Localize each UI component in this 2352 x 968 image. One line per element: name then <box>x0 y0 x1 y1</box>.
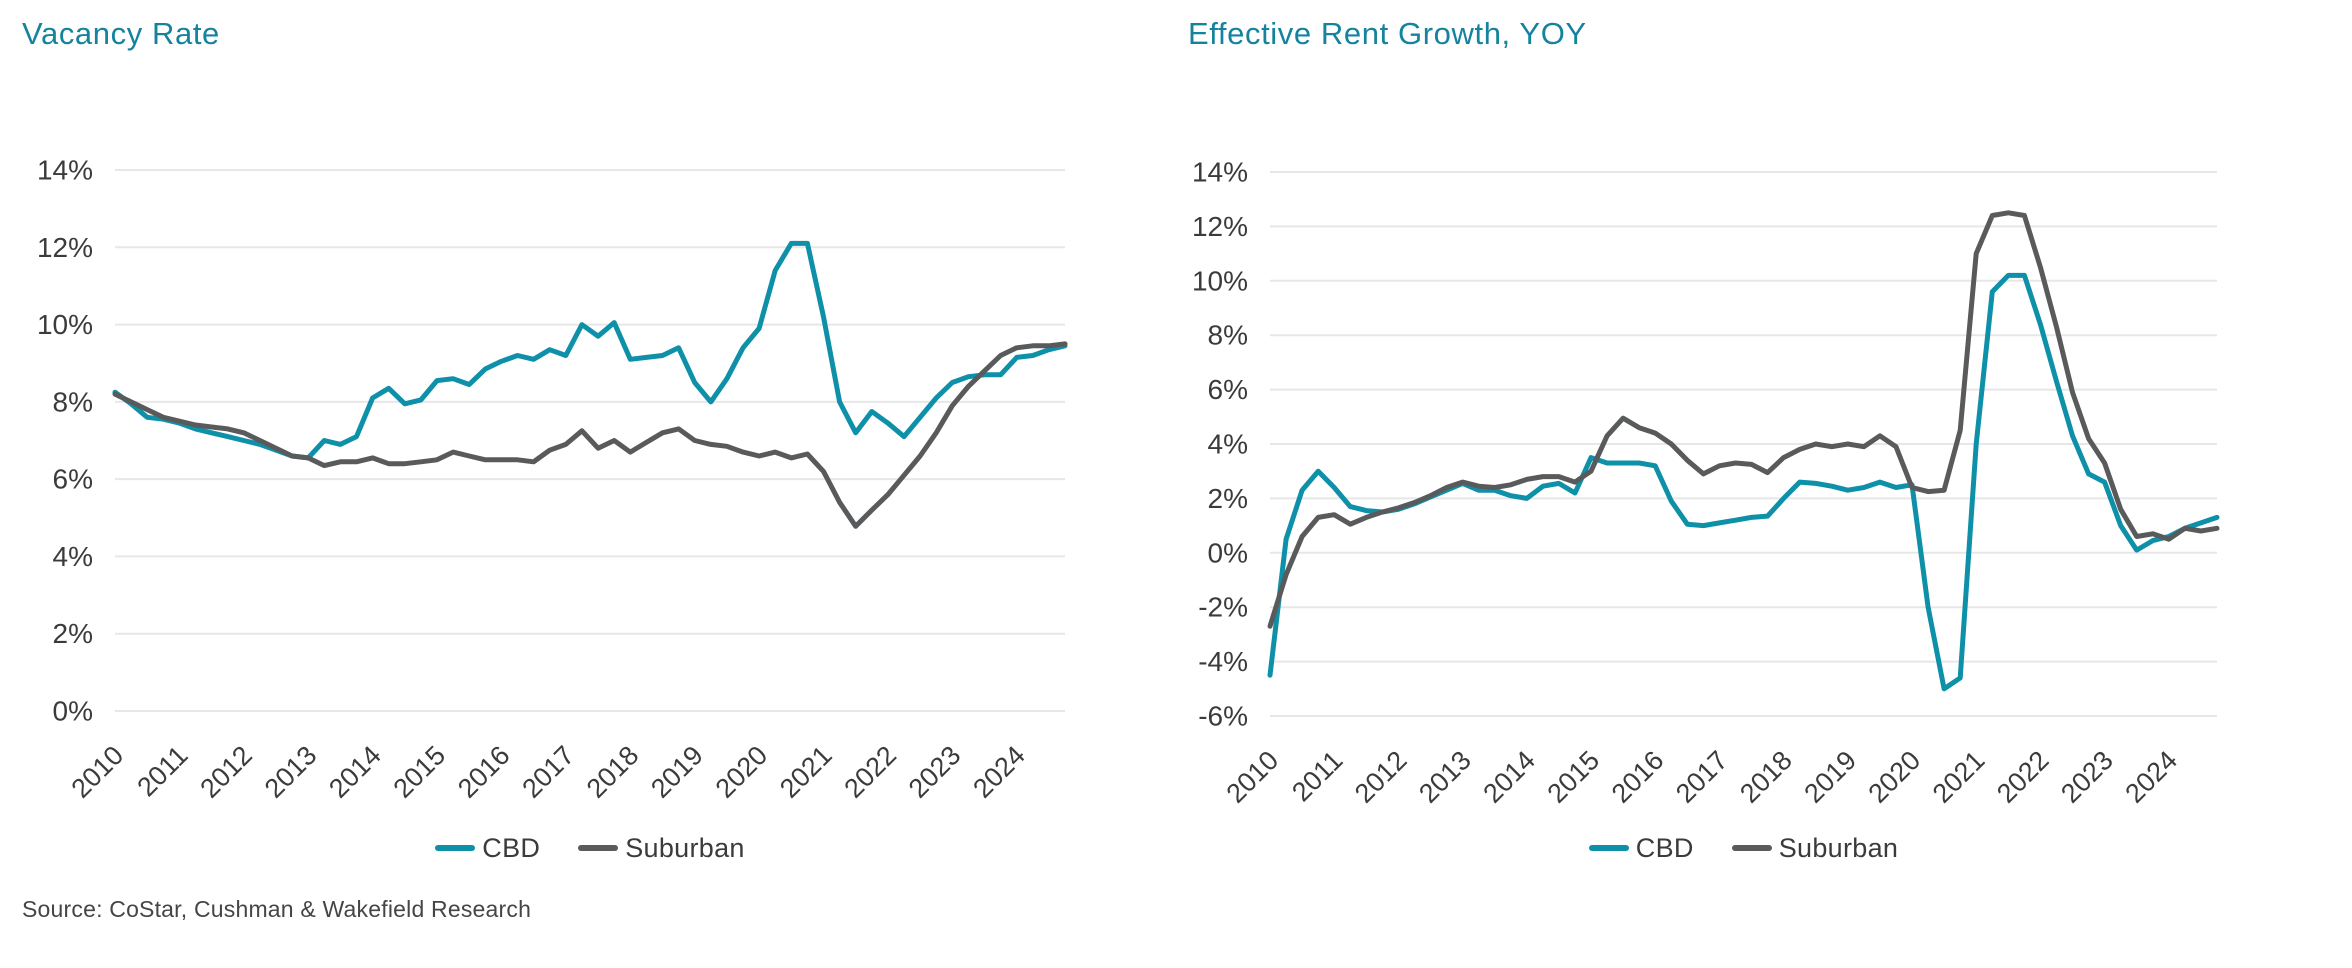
x-tick-label: 2013 <box>259 740 323 804</box>
x-tick-label: 2019 <box>1798 745 1862 809</box>
x-tick-label: 2012 <box>194 740 258 804</box>
y-tick-label: 2% <box>1208 483 1248 514</box>
y-tick-label: 12% <box>37 232 93 263</box>
y-tick-label: 4% <box>1208 429 1248 460</box>
y-tick-label: 6% <box>53 464 93 495</box>
y-tick-label: 2% <box>53 618 93 649</box>
rent-growth-chart: 14% 12% 10% 8% 6% 4% 2% 0% -2% -4% -6% 2010 2011 2012… <box>1192 160 2220 809</box>
legend-item-suburban: Suburban <box>1731 832 1899 864</box>
x-tick-label: 2014 <box>323 740 387 804</box>
x-tick-label: 2021 <box>774 740 838 804</box>
x-tick-label: 2014 <box>1477 745 1541 809</box>
y-tick-label: 8% <box>1208 320 1248 351</box>
y-tick-label: -4% <box>1198 646 1248 677</box>
y-tick-label: 0% <box>53 696 93 727</box>
x-tick-label: 2024 <box>967 740 1031 804</box>
x-tick-label: 2015 <box>1542 745 1606 809</box>
x-tick-label: 2017 <box>516 740 580 804</box>
legend-item-suburban: Suburban <box>578 833 745 864</box>
x-tick-label: 2016 <box>1606 745 1670 809</box>
source-note: Source: CoStar, Cushman & Wakefield Rese… <box>22 896 532 922</box>
legend-item-cbd: CBD <box>1588 832 1694 864</box>
rent-growth-legend: CBD Suburban <box>1270 830 2217 866</box>
y-tick-label: 10% <box>37 309 93 340</box>
x-tick-label: 2013 <box>1413 745 1477 809</box>
x-tick-label: 2016 <box>452 740 516 804</box>
y-tick-label: -2% <box>1198 592 1248 623</box>
legend-item-cbd: CBD <box>435 833 540 864</box>
x-tick-label: 2010 <box>1221 745 1285 809</box>
y-tick-label: -6% <box>1198 701 1248 732</box>
series-line-suburban <box>112 341 1068 529</box>
y-tick-label: 12% <box>1192 211 1248 242</box>
legend-swatch-cbd <box>1588 845 1629 851</box>
legend-label-suburban: Suburban <box>1778 832 1899 863</box>
x-tick-label: 2010 <box>66 740 130 804</box>
x-tick-label: 2018 <box>1734 745 1798 809</box>
x-tick-label: 2022 <box>1991 745 2055 809</box>
series-line-suburban <box>1267 210 2220 629</box>
x-tick-label: 2020 <box>710 740 774 804</box>
y-tick-label: 6% <box>1208 374 1248 405</box>
y-tick-label: 14% <box>1192 160 1248 188</box>
x-tick-label: 2023 <box>903 740 967 804</box>
series-line-cbd <box>112 240 1068 461</box>
x-tick-label: 2018 <box>581 740 645 804</box>
rent-growth-chart-title: Effective Rent Growth, YOY <box>1188 16 1587 51</box>
x-tick-label: 2011 <box>1286 745 1348 807</box>
vacancy-rate-chart: 14%12%10%8%6%4%2%0%2010 2011 2012 2013 2014 2… <box>37 160 1068 804</box>
legend-label-cbd: CBD <box>1635 832 1694 863</box>
x-tick-label: 2011 <box>131 740 193 802</box>
x-tick-label: 2023 <box>2055 745 2119 809</box>
y-tick-label: 4% <box>53 541 93 572</box>
vacancy-rate-chart-title: Vacancy Rate <box>22 16 220 51</box>
y-tick-label: 0% <box>1208 537 1248 568</box>
legend-label-suburban: Suburban <box>625 832 745 863</box>
legend-label-cbd: CBD <box>482 832 541 863</box>
x-tick-label: 2022 <box>838 740 902 804</box>
legend-swatch-suburban <box>1731 845 1772 851</box>
x-tick-label: 2020 <box>1863 745 1927 809</box>
legend-swatch-cbd <box>435 845 476 851</box>
y-tick-label: 8% <box>53 386 93 417</box>
x-tick-label: 2021 <box>1927 745 1991 809</box>
x-tick-label: 2024 <box>2119 745 2183 809</box>
series-line-cbd <box>1267 272 2220 692</box>
y-tick-label: 10% <box>1192 265 1248 296</box>
legend-swatch-suburban <box>578 845 619 851</box>
x-tick-label: 2017 <box>1670 745 1734 809</box>
x-tick-label: 2012 <box>1349 745 1413 809</box>
vacancy-rate-legend: CBD Suburban <box>115 830 1065 866</box>
x-tick-label: 2015 <box>388 740 452 804</box>
x-tick-label: 2019 <box>645 740 709 804</box>
y-tick-label: 14% <box>37 160 93 186</box>
